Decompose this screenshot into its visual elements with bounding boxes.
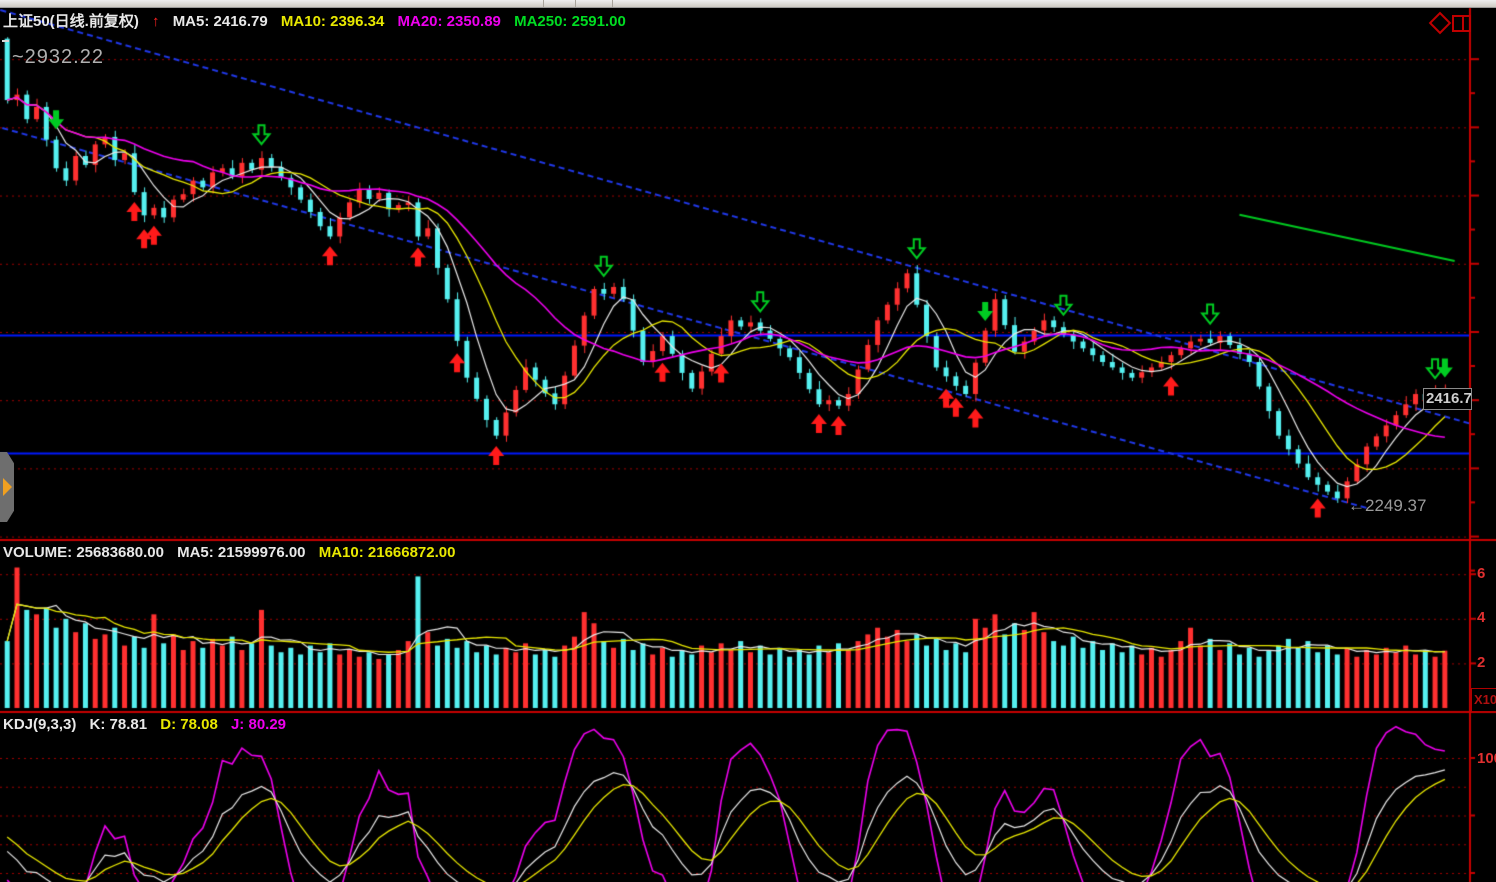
kdj-axis-label-100: 100 bbox=[1477, 750, 1496, 767]
toolbar-divider bbox=[575, 0, 576, 7]
volume-axis-label-6: 6 bbox=[1477, 565, 1486, 582]
ma250-value: MA250: 2591.00 bbox=[514, 13, 626, 30]
symbol-title: 上证50(日线.前复权) bbox=[3, 13, 139, 30]
toolbar-strip bbox=[0, 0, 1496, 8]
volume-axis-label-4: 4 bbox=[1477, 609, 1486, 626]
kdj-d-value: D: 78.08 bbox=[160, 716, 218, 733]
ma20-value: MA20: 2350.89 bbox=[397, 13, 501, 30]
kdj-pane-header: KDJ(9,3,3) K: 78.81 D: 78.08 J: 80.29 bbox=[3, 716, 295, 733]
period-high-label: ~2932.22 bbox=[12, 46, 104, 68]
up-arrow-icon: ↑ bbox=[152, 13, 160, 30]
expand-right-icon bbox=[3, 478, 12, 496]
period-low-label: ←2249.37 bbox=[1348, 496, 1427, 515]
ma10-value: MA10: 2396.34 bbox=[280, 13, 385, 30]
ma5-value: MA5: 2416.79 bbox=[172, 13, 268, 30]
volume-axis-label-2: 2 bbox=[1477, 654, 1486, 671]
volume-ma10-value: MA10: 21666872.00 bbox=[318, 544, 456, 561]
kdj-j-value: J: 80.29 bbox=[230, 716, 287, 733]
volume-multiplier-label: X10 bbox=[1471, 688, 1496, 712]
split-window-icon[interactable] bbox=[1452, 15, 1471, 32]
volume-pane-header: VOLUME: 25683680.00 MA5: 21599976.00 MA1… bbox=[3, 544, 464, 561]
kdj-name: KDJ(9,3,3) bbox=[3, 716, 77, 733]
kdj-k-value: K: 78.81 bbox=[89, 716, 148, 733]
last-price-marker: 2416.79 bbox=[1423, 388, 1472, 410]
price-pane-header: 上证50(日线.前复权) ↑ MA5: 2416.79 MA10: 2396.3… bbox=[3, 10, 635, 31]
toolbar-divider bbox=[543, 0, 544, 7]
volume-ma5-value: MA5: 21599976.00 bbox=[177, 544, 306, 561]
left-price-pointer bbox=[2, 40, 9, 42]
volume-value: VOLUME: 25683680.00 bbox=[3, 544, 164, 561]
sidebar-expander-tab[interactable] bbox=[0, 452, 14, 522]
toolbar-divider bbox=[612, 0, 613, 7]
